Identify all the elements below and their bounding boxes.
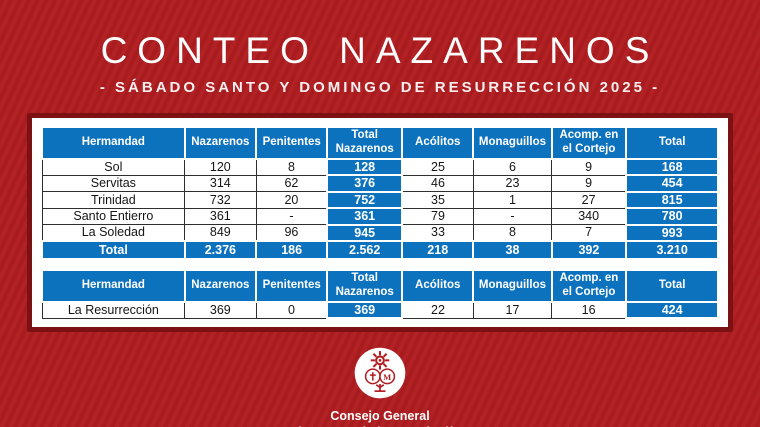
value-cell: 128 <box>326 157 404 177</box>
column-header: Acomp. en el Cortejo <box>550 269 628 303</box>
value-cell: 2.376 <box>183 240 258 261</box>
column-header: Hermandad <box>41 269 186 303</box>
value-cell: 9 <box>551 174 627 193</box>
page-header: CONTEO NAZARENOS - SÁBADO SANTO Y DOMING… <box>0 0 760 96</box>
column-header: Total <box>625 269 719 303</box>
consejo-logo-icon: M <box>353 346 407 405</box>
column-header: Monaguillos <box>472 269 553 303</box>
value-cell: 314 <box>184 174 257 193</box>
value-cell: 993 <box>625 223 719 243</box>
value-cell: - <box>255 207 328 226</box>
value-cell: 186 <box>254 240 329 261</box>
page-subtitle: - SÁBADO SANTO Y DOMINGO DE RESURRECCIÓN… <box>99 79 661 96</box>
value-cell: - <box>472 207 553 226</box>
hermandad-cell: La Soledad <box>41 224 186 242</box>
value-cell: 27 <box>551 191 627 209</box>
value-cell: 752 <box>326 190 404 210</box>
column-header: Monaguillos <box>472 126 553 160</box>
value-cell: 25 <box>401 158 474 176</box>
value-cell: 8 <box>255 158 328 176</box>
hermandad-cell: Sol <box>41 158 186 176</box>
value-cell: 369 <box>326 300 404 320</box>
value-cell: 62 <box>255 174 328 193</box>
column-header: Total <box>625 126 719 160</box>
value-cell: 46 <box>401 174 474 193</box>
column-header: Total Nazarenos <box>326 126 404 160</box>
value-cell: 780 <box>625 207 719 226</box>
footer-text: Consejo General de Hermandades y Cofradí… <box>0 409 760 427</box>
column-header: Hermandad <box>41 126 186 160</box>
value-cell: 96 <box>255 224 328 242</box>
value-cell: 20 <box>255 191 328 209</box>
header-row: Hermandad Nazarenos Penitentes Total Nazare… <box>41 269 719 303</box>
org-name-line: Consejo General <box>330 409 430 424</box>
table-row: La Soledad 849 96 945 33 8 7 993 <box>41 223 719 243</box>
value-cell: 120 <box>184 158 257 176</box>
column-header: Total Nazarenos <box>326 269 404 303</box>
sabado-santo-table: Hermandad Nazarenos Penitentes Total Nazare… <box>41 126 719 261</box>
svg-text:M: M <box>383 372 391 382</box>
total-row: Total 2.376 186 2.562 218 38 392 3.210 <box>41 240 719 261</box>
value-cell: 6 <box>472 158 553 176</box>
value-cell: 361 <box>326 207 404 226</box>
value-cell: 2.562 <box>326 240 404 261</box>
tables-panel: Hermandad Nazarenos Penitentes Total Nazare… <box>27 113 733 333</box>
column-header: Penitentes <box>254 269 329 303</box>
footer: M Consejo General de Hermandades y Cofra… <box>0 346 760 427</box>
page-title: CONTEO NAZARENOS <box>100 30 660 71</box>
value-cell: 17 <box>472 301 553 319</box>
column-header: Acomp. en el Cortejo <box>550 126 628 160</box>
value-cell: 945 <box>326 223 404 243</box>
resurreccion-table: Hermandad Nazarenos Penitentes Total Nazare… <box>41 269 719 320</box>
value-cell: 392 <box>550 240 628 261</box>
value-cell: 424 <box>625 300 719 320</box>
table-gap <box>41 260 719 269</box>
column-header: Penitentes <box>254 126 329 160</box>
value-cell: 732 <box>184 191 257 209</box>
value-cell: 340 <box>551 207 627 226</box>
value-cell: 0 <box>255 301 328 319</box>
table-row: Sol 120 8 128 25 6 9 168 <box>41 157 719 177</box>
value-cell: 369 <box>184 301 257 319</box>
header-row: Hermandad Nazarenos Penitentes Total Nazare… <box>41 126 719 160</box>
value-cell: 218 <box>401 240 475 261</box>
value-cell: 38 <box>472 240 553 261</box>
value-cell: 849 <box>184 224 257 242</box>
value-cell: 361 <box>184 207 257 226</box>
value-cell: 16 <box>551 301 627 319</box>
value-cell: 35 <box>401 191 474 209</box>
value-cell: 815 <box>625 190 719 210</box>
column-header: Nazarenos <box>183 269 258 303</box>
value-cell: 168 <box>625 157 719 177</box>
value-cell: 9 <box>551 158 627 176</box>
value-cell: 1 <box>472 191 553 209</box>
table-row: Servitas 314 62 376 46 23 9 454 <box>41 174 719 193</box>
table-row: La Resurrección 369 0 369 22 17 16 424 <box>41 300 719 320</box>
org-name-line: de Hermandades y Cofradías <box>0 425 760 427</box>
value-cell: 23 <box>472 174 553 193</box>
column-header: Nazarenos <box>183 126 258 160</box>
value-cell: 22 <box>401 301 474 319</box>
value-cell: 3.210 <box>625 240 719 261</box>
table-row: Santo Entierro 361-361 79-340 780 <box>41 207 719 226</box>
value-cell: 33 <box>401 224 474 242</box>
column-header: Acólitos <box>401 269 475 303</box>
hermandad-cell: Santo Entierro <box>41 207 186 226</box>
value-cell: 376 <box>326 174 404 193</box>
hermandad-cell: Total <box>41 240 186 261</box>
value-cell: 7 <box>551 224 627 242</box>
hermandad-cell: Servitas <box>41 174 186 193</box>
value-cell: 79 <box>401 207 474 226</box>
value-cell: 454 <box>625 174 719 193</box>
value-cell: 8 <box>472 224 553 242</box>
hermandad-cell: Trinidad <box>41 191 186 209</box>
column-header: Acólitos <box>401 126 475 160</box>
table-row: Trinidad 732 20 752 35 1 27 815 <box>41 190 719 210</box>
hermandad-cell: La Resurrección <box>41 301 186 319</box>
